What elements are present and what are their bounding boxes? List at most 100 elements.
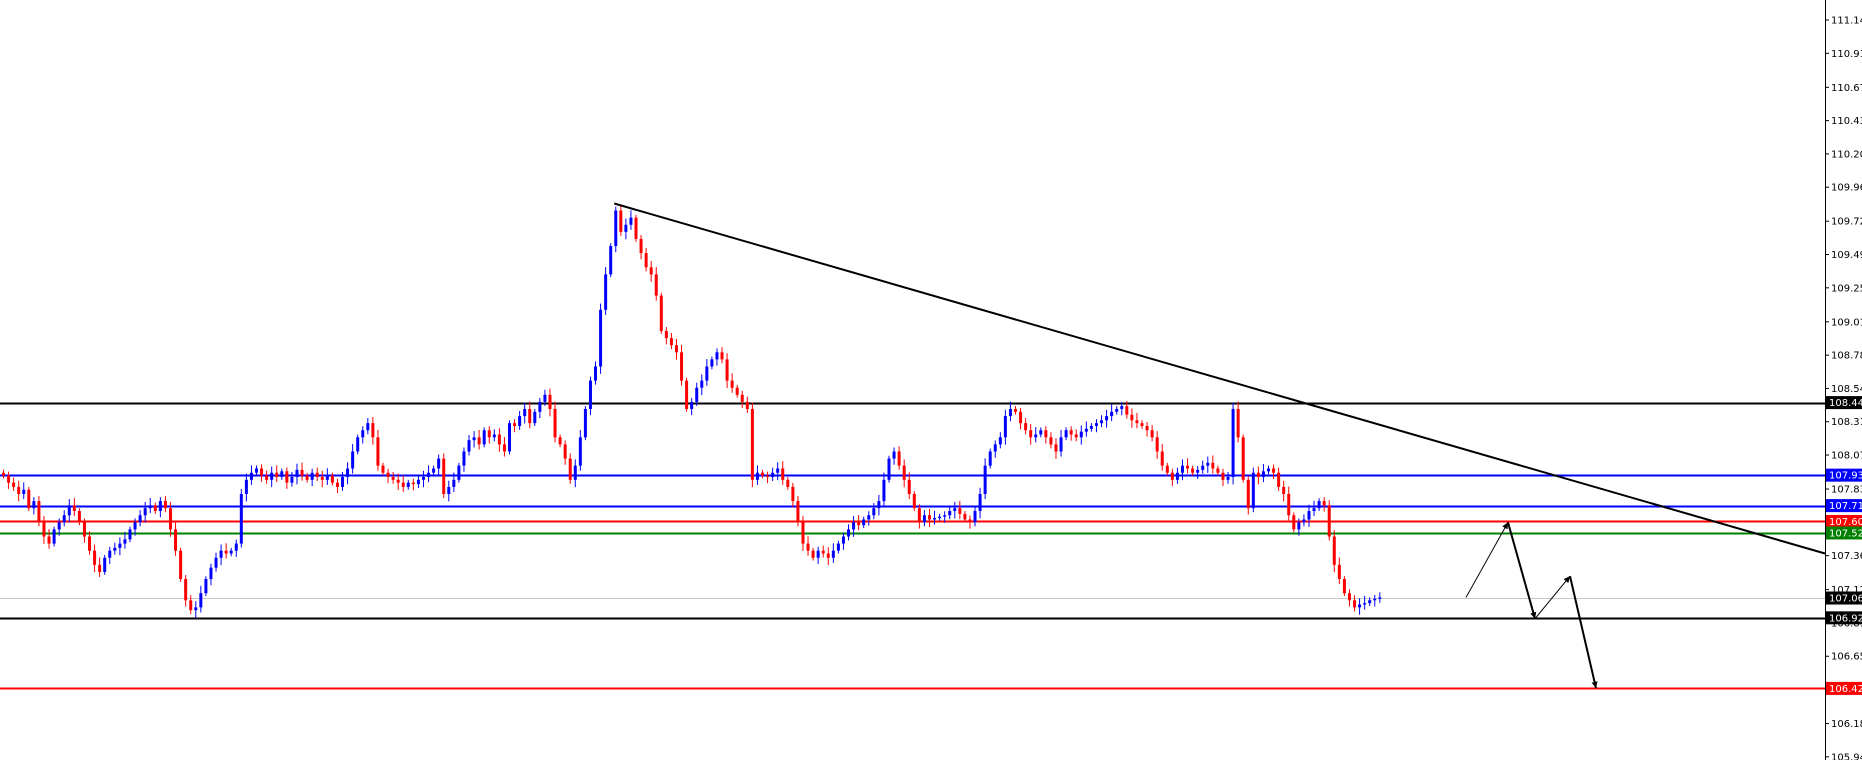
price-tag-label: 106.428 bbox=[1829, 684, 1862, 695]
candle-body bbox=[619, 210, 623, 232]
candle-body bbox=[93, 550, 97, 565]
price-tag-label: 106.926 bbox=[1829, 613, 1862, 624]
candle-body bbox=[1368, 600, 1372, 604]
candle-body bbox=[624, 224, 628, 232]
candle-body bbox=[629, 217, 633, 225]
candle-body bbox=[599, 309, 603, 367]
candle-body bbox=[664, 331, 668, 339]
y-tick-label: 107.125 bbox=[1831, 585, 1862, 596]
candle-body bbox=[816, 550, 820, 558]
candle-body bbox=[1039, 430, 1043, 435]
candle-body bbox=[1008, 408, 1012, 417]
candle-body bbox=[416, 479, 420, 485]
candle-body bbox=[275, 472, 279, 477]
candle-body bbox=[583, 408, 587, 438]
candle-body bbox=[1044, 430, 1048, 438]
candle-body bbox=[725, 359, 729, 381]
candle-body bbox=[502, 444, 506, 452]
candle-body bbox=[1206, 462, 1210, 466]
candle-body bbox=[239, 493, 243, 544]
projection-arrowhead bbox=[1502, 522, 1508, 530]
candle-body bbox=[1145, 425, 1149, 431]
drawing-annotations bbox=[613, 202, 1826, 689]
candle-body bbox=[700, 380, 704, 388]
y-tick-label: 110.670 bbox=[1831, 83, 1862, 94]
price-tag bbox=[1826, 526, 1862, 540]
candle-body bbox=[1312, 508, 1316, 511]
candle-body bbox=[907, 479, 911, 494]
candle-body bbox=[1105, 416, 1109, 421]
candle-body bbox=[477, 437, 481, 445]
y-tick-label: 109.490 bbox=[1831, 250, 1862, 261]
candle-body bbox=[346, 468, 350, 477]
price-tag bbox=[1826, 396, 1862, 410]
candle-body bbox=[17, 486, 21, 494]
candle-body bbox=[98, 564, 102, 572]
candle-body bbox=[730, 380, 734, 388]
candle-body bbox=[224, 550, 228, 554]
candle-body bbox=[1267, 468, 1270, 472]
candle-body bbox=[659, 295, 663, 332]
candle-body bbox=[1282, 486, 1286, 494]
candle-body bbox=[1165, 465, 1169, 473]
candle-body bbox=[674, 345, 678, 353]
candlestick-series bbox=[2, 205, 1382, 618]
candle-body bbox=[1049, 437, 1053, 445]
candle-body bbox=[938, 516, 942, 519]
candle-body bbox=[497, 434, 501, 445]
price-tag-label: 108.445 bbox=[1829, 398, 1862, 409]
candle-body bbox=[1347, 593, 1351, 601]
candle-body bbox=[1226, 476, 1230, 480]
candle-body bbox=[1221, 472, 1225, 480]
y-tick-label: 106.655 bbox=[1831, 652, 1862, 663]
candle-body bbox=[1256, 472, 1260, 477]
candle-body bbox=[1074, 434, 1078, 438]
candle-body bbox=[771, 472, 775, 477]
candle-body bbox=[1034, 434, 1038, 438]
candle-body bbox=[639, 238, 643, 254]
candle-body bbox=[163, 501, 167, 509]
candle-body bbox=[204, 579, 208, 594]
candle-body bbox=[594, 366, 598, 381]
candle-body bbox=[614, 210, 618, 247]
candle-body bbox=[1302, 519, 1306, 523]
price-tag-label: 107.718 bbox=[1829, 501, 1862, 512]
candle-body bbox=[963, 513, 967, 520]
candle-body bbox=[685, 380, 689, 409]
candle-body bbox=[442, 458, 446, 494]
candle-body bbox=[356, 437, 360, 452]
candle-body bbox=[1292, 515, 1296, 530]
candle-body bbox=[361, 430, 365, 438]
candle-body bbox=[295, 469, 299, 477]
candle-body bbox=[184, 579, 188, 601]
candle-body bbox=[786, 479, 790, 487]
candle-body bbox=[42, 522, 46, 537]
candle-body bbox=[280, 471, 284, 477]
candle-body bbox=[7, 475, 11, 483]
candle-body bbox=[411, 482, 415, 485]
candle-body bbox=[315, 472, 319, 477]
candle-body bbox=[1064, 430, 1068, 438]
candle-body bbox=[1150, 430, 1154, 438]
candle-body bbox=[1170, 472, 1174, 480]
candle-body bbox=[209, 567, 213, 580]
candle-body bbox=[715, 352, 719, 360]
projection-arrowhead bbox=[1591, 681, 1598, 689]
candle-body bbox=[1094, 423, 1098, 426]
candle-body bbox=[933, 518, 937, 520]
candle-body bbox=[735, 387, 739, 395]
candle-body bbox=[533, 411, 537, 424]
candle-body bbox=[1211, 462, 1215, 469]
candle-body bbox=[1140, 423, 1144, 426]
candle-body bbox=[917, 508, 921, 523]
candle-body bbox=[432, 468, 436, 473]
candle-body bbox=[948, 510, 952, 516]
candle-body bbox=[487, 430, 491, 438]
candle-body bbox=[943, 515, 947, 517]
candle-body bbox=[852, 522, 856, 530]
candle-body bbox=[649, 267, 653, 275]
candle-body bbox=[1014, 408, 1017, 412]
candle-body bbox=[77, 510, 81, 523]
candle-body bbox=[2, 472, 5, 476]
